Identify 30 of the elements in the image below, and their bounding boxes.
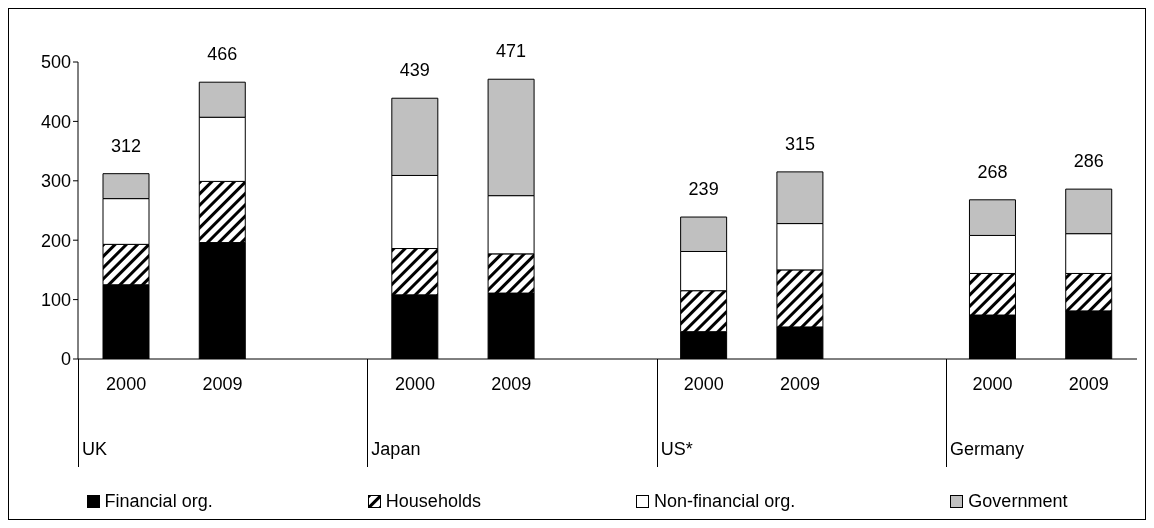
total-label: 286 [1073,151,1104,172]
legend-label: Financial org. [104,491,213,512]
text: Japan [371,439,421,460]
total-label: 466 [207,44,238,65]
y-tick-label: 300 [40,171,71,192]
legend-label: Government [968,491,1068,512]
y-tick-label: 500 [40,52,71,73]
total-label: 315 [784,133,815,154]
total-label: 471 [496,41,527,62]
legend-label: Households [385,491,481,512]
x-tick-label: 2000 [106,373,147,394]
total-label: 439 [399,60,430,81]
x-tick-label: 2000 [972,373,1013,394]
total-label: 312 [110,135,142,156]
y-tick-label: 200 [40,230,71,251]
x-tick-label: 2000 [394,373,435,394]
text: UK [82,439,108,460]
total-label: 268 [977,161,1008,182]
y-tick-label: 0 [60,349,71,370]
x-tick-label: 2009 [780,373,821,394]
text: Germany [950,439,1025,460]
text: US* [660,439,693,460]
total-label: 239 [688,179,719,200]
x-tick-label: 2009 [1068,373,1109,394]
legend-label: Non-financial org. [654,491,796,512]
y-tick-label: 400 [40,111,71,132]
y-tick-label: 100 [40,289,71,310]
x-tick-label: 2009 [202,373,243,394]
x-tick-label: 2009 [491,373,532,394]
x-tick-label: 2000 [683,373,724,394]
